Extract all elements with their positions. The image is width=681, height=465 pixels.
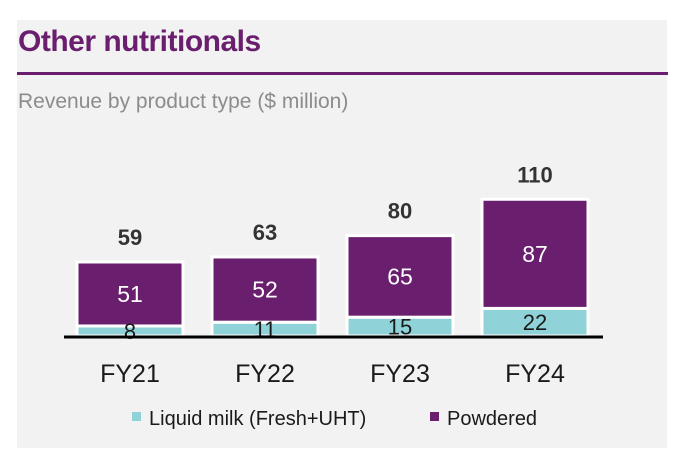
legend-label-liquid: Liquid milk (Fresh+UHT) <box>149 408 366 430</box>
bar-powdered-fy21 <box>75 260 185 328</box>
legend-label-powdered: Powdered <box>447 408 537 430</box>
total-label-fy24: 110 <box>517 162 553 187</box>
data-label-liquid-fy21: 8 <box>124 319 136 344</box>
x-tick-label-fy23: FY23 <box>370 360 430 388</box>
legend-swatch-powdered <box>430 412 439 421</box>
bar-powdered-fy24 <box>480 197 590 310</box>
data-label-powdered-fy24: 87 <box>522 241 548 267</box>
total-label-fy23: 80 <box>388 199 412 224</box>
x-tick-label-fy24: FY24 <box>505 360 565 388</box>
chart-subtitle: Revenue by product type ($ million) <box>18 90 349 113</box>
total-label-fy21: 59 <box>118 225 142 250</box>
data-label-powdered-fy21: 51 <box>117 281 143 307</box>
data-label-powdered-fy23: 65 <box>387 263 413 289</box>
total-label-fy22: 63 <box>253 220 277 245</box>
bar-powdered-fy22 <box>210 255 320 324</box>
x-tick-label-fy22: FY22 <box>235 360 295 388</box>
data-label-liquid-fy24: 22 <box>523 310 547 335</box>
data-label-liquid-fy23: 15 <box>388 315 412 340</box>
chart-title: Other nutritionals <box>18 25 261 58</box>
x-tick-label-fy21: FY21 <box>100 360 160 388</box>
data-label-powdered-fy22: 52 <box>252 277 278 303</box>
bar-powdered-fy23 <box>345 234 455 319</box>
title-divider <box>17 72 668 75</box>
legend-swatch-liquid <box>132 412 141 421</box>
